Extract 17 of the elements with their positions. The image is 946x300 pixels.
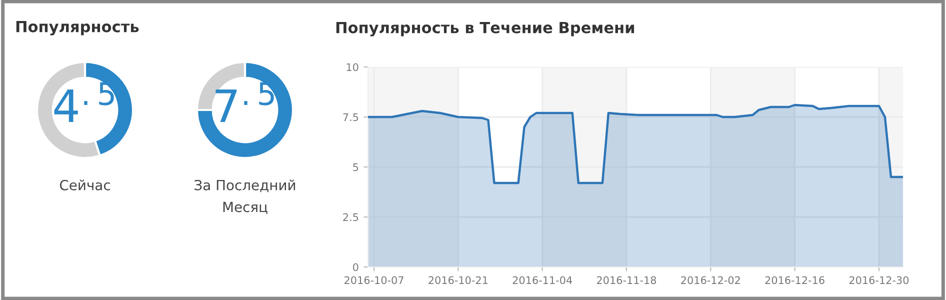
x-tick-label: 2016-10-07 — [344, 276, 404, 284]
x-tick-label: 2016-10-21 — [428, 276, 488, 284]
x-tick-label: 2016-11-18 — [596, 276, 656, 284]
y-tick-label: 2.5 — [343, 213, 358, 222]
text: Сейчас — [60, 180, 110, 190]
y-tick-label: 0 — [353, 263, 358, 272]
y-tick-label: 7.5 — [343, 113, 358, 122]
x-tick-label: 2016-11-04 — [512, 276, 572, 284]
x-tick-label: 2016-12-16 — [765, 276, 824, 284]
chart-title: Популярность в Течение Времени — [336, 22, 634, 36]
x-tick-label: 2016-12-02 — [681, 276, 740, 284]
y-tick-label: 5 — [353, 163, 358, 172]
chart-title: Популярность — [16, 20, 139, 36]
donut-slice — [196, 60, 294, 160]
x-tick-label: 2016-12-30 — [849, 276, 909, 284]
y-tick-label: 10 — [346, 63, 358, 72]
text: За Последний Месяц — [194, 180, 296, 214]
